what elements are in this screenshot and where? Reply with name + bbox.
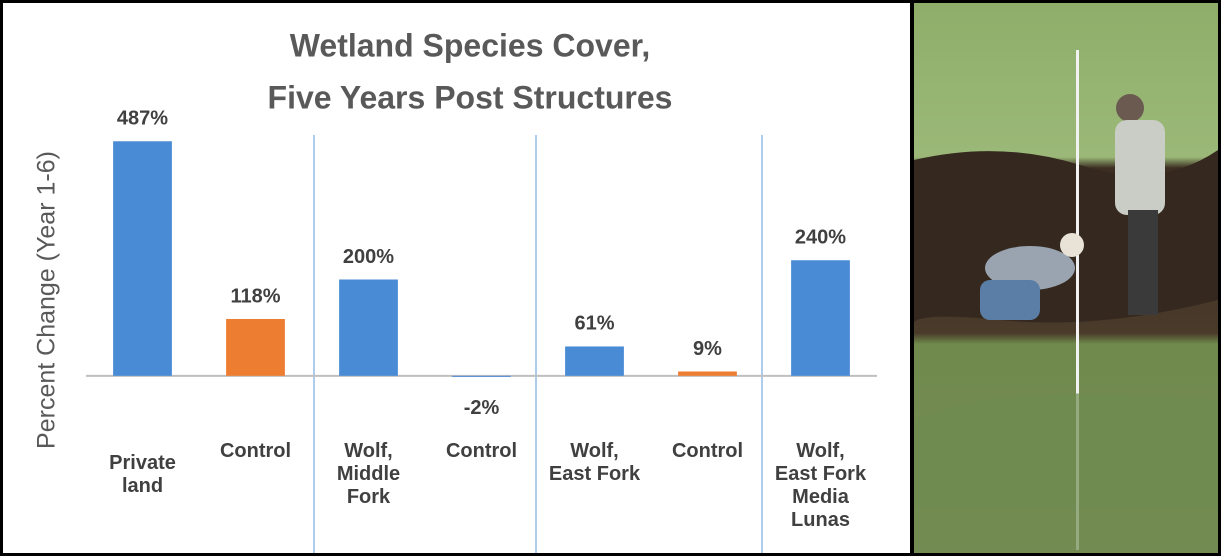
value-label: 61% xyxy=(574,313,614,335)
group-separators xyxy=(313,135,763,553)
x-tick-label: Wolf, East Fork Media Lunas xyxy=(774,440,867,531)
photo xyxy=(912,3,1218,553)
chart-title: Wetland Species Cover, xyxy=(290,27,650,63)
bar xyxy=(339,279,398,376)
value-label: 487% xyxy=(117,108,168,130)
value-label: 240% xyxy=(795,227,846,249)
x-tick-label: Wolf, Middle Fork xyxy=(336,440,401,508)
x-tick-label: Control xyxy=(219,440,292,462)
x-tick-label: Control xyxy=(445,440,518,462)
chart-subtitle: Five Years Post Structures xyxy=(268,79,673,115)
value-label: 9% xyxy=(693,338,722,360)
x-tick-label: Wolf, East Fork xyxy=(548,440,641,485)
bar xyxy=(113,141,172,376)
value-label: 200% xyxy=(343,246,394,268)
x-tick-label: Private land xyxy=(109,452,176,497)
value-label: 118% xyxy=(230,285,280,307)
bar xyxy=(565,346,624,376)
y-axis-label: Percent Change (Year 1-6) xyxy=(33,151,61,449)
bar xyxy=(452,375,511,377)
bar xyxy=(226,318,285,376)
bar xyxy=(791,260,850,376)
bar xyxy=(678,371,737,376)
x-tick-label: Control xyxy=(671,440,744,462)
value-label: -2% xyxy=(464,397,500,419)
